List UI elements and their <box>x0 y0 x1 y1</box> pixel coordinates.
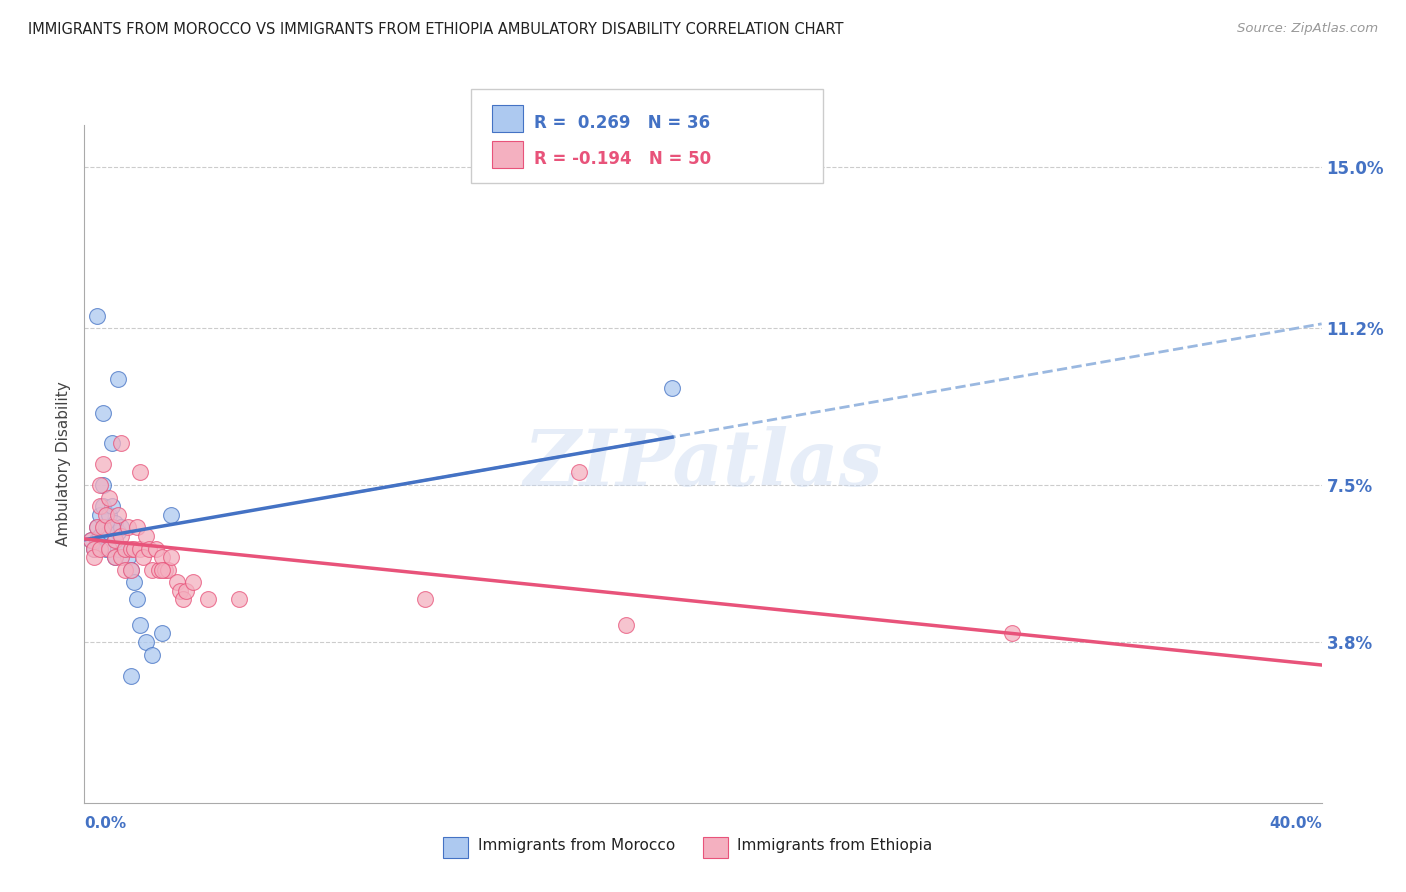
Point <box>120 669 142 683</box>
Point <box>91 478 114 492</box>
Point <box>107 524 129 539</box>
Point <box>135 529 157 543</box>
Text: ZIPatlas: ZIPatlas <box>523 425 883 502</box>
Point <box>98 491 121 505</box>
Point <box>172 592 194 607</box>
Point <box>413 592 436 607</box>
Point <box>86 533 108 548</box>
Point <box>98 541 121 556</box>
Point <box>228 592 250 607</box>
Point <box>107 541 129 556</box>
Text: Immigrants from Ethiopia: Immigrants from Ethiopia <box>737 838 932 853</box>
Point <box>104 549 127 565</box>
Text: 0.0%: 0.0% <box>84 816 127 831</box>
Point <box>132 549 155 565</box>
Y-axis label: Ambulatory Disability: Ambulatory Disability <box>56 382 72 546</box>
Point <box>104 533 127 548</box>
Point <box>86 520 108 534</box>
Point <box>120 563 142 577</box>
Point <box>89 478 111 492</box>
Point <box>181 575 204 590</box>
Point <box>122 575 145 590</box>
Point <box>101 520 124 534</box>
Point <box>110 520 132 534</box>
Point <box>91 457 114 471</box>
Text: R = -0.194   N = 50: R = -0.194 N = 50 <box>534 150 711 168</box>
Point <box>129 617 152 632</box>
Point <box>94 541 117 556</box>
Point <box>120 541 142 556</box>
Point <box>614 617 637 632</box>
Point <box>117 520 139 534</box>
Point <box>110 549 132 565</box>
Point <box>150 626 173 640</box>
Point <box>101 435 124 450</box>
Text: IMMIGRANTS FROM MOROCCO VS IMMIGRANTS FROM ETHIOPIA AMBULATORY DISABILITY CORREL: IMMIGRANTS FROM MOROCCO VS IMMIGRANTS FR… <box>28 22 844 37</box>
Point <box>153 563 176 577</box>
Point <box>91 520 114 534</box>
Point <box>114 541 136 556</box>
Text: R =  0.269   N = 36: R = 0.269 N = 36 <box>534 114 710 132</box>
Point <box>114 563 136 577</box>
Point <box>125 592 148 607</box>
Point <box>86 520 108 534</box>
Point <box>89 508 111 522</box>
Point <box>166 575 188 590</box>
Point <box>160 508 183 522</box>
Point <box>169 584 191 599</box>
Point <box>89 541 111 556</box>
Point <box>148 563 170 577</box>
Point <box>104 549 127 565</box>
Point <box>89 529 111 543</box>
Point <box>107 508 129 522</box>
Point <box>104 533 127 548</box>
Point <box>1001 626 1024 640</box>
Point <box>91 406 114 420</box>
Point <box>176 584 198 599</box>
Point <box>94 508 117 522</box>
Text: Immigrants from Morocco: Immigrants from Morocco <box>478 838 675 853</box>
Point <box>160 549 183 565</box>
Point <box>150 563 173 577</box>
Point <box>156 563 179 577</box>
Point <box>83 541 105 556</box>
Point <box>107 372 129 386</box>
Point <box>145 541 167 556</box>
Point <box>86 309 108 323</box>
Point <box>83 549 105 565</box>
Point <box>79 533 101 548</box>
Point <box>114 541 136 556</box>
Point <box>129 541 152 556</box>
Point <box>98 508 121 522</box>
Point <box>661 381 683 395</box>
Point <box>150 549 173 565</box>
Point <box>117 549 139 565</box>
Point <box>138 541 160 556</box>
Point <box>89 500 111 514</box>
Point <box>122 541 145 556</box>
Point <box>129 466 152 480</box>
Text: 40.0%: 40.0% <box>1268 816 1322 831</box>
Point <box>79 533 101 548</box>
Point <box>125 520 148 534</box>
Point <box>101 520 124 534</box>
Point <box>110 529 132 543</box>
Point <box>568 466 591 480</box>
Point <box>101 500 124 514</box>
Point <box>197 592 219 607</box>
Point <box>141 563 163 577</box>
Point <box>141 648 163 662</box>
Point <box>135 635 157 649</box>
Point <box>98 524 121 539</box>
Point <box>120 563 142 577</box>
Point <box>91 500 114 514</box>
Point <box>104 516 127 530</box>
Text: Source: ZipAtlas.com: Source: ZipAtlas.com <box>1237 22 1378 36</box>
Point <box>83 541 105 556</box>
Point <box>94 520 117 534</box>
Point <box>110 435 132 450</box>
